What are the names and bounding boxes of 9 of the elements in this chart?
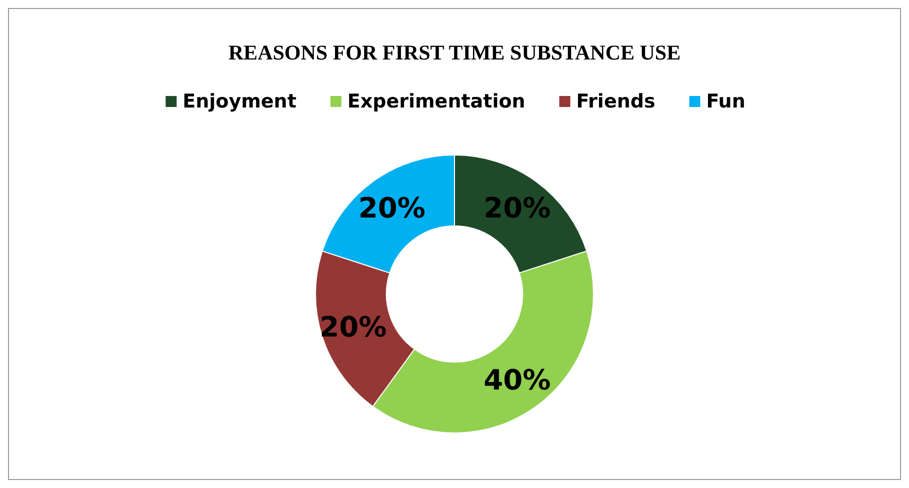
legend-label: Friends (576, 90, 656, 112)
legend-label: Experimentation (347, 90, 526, 112)
data-label: 20% (320, 310, 387, 344)
data-label: 20% (358, 191, 426, 224)
data-label: 20% (484, 191, 551, 224)
legend-label: Fun (706, 90, 746, 112)
legend-label: Enjoyment (182, 90, 296, 112)
data-label: 40% (484, 364, 551, 397)
chart-title: REASONS FOR FIRST TIME SUBSTANCE USE (228, 40, 681, 64)
